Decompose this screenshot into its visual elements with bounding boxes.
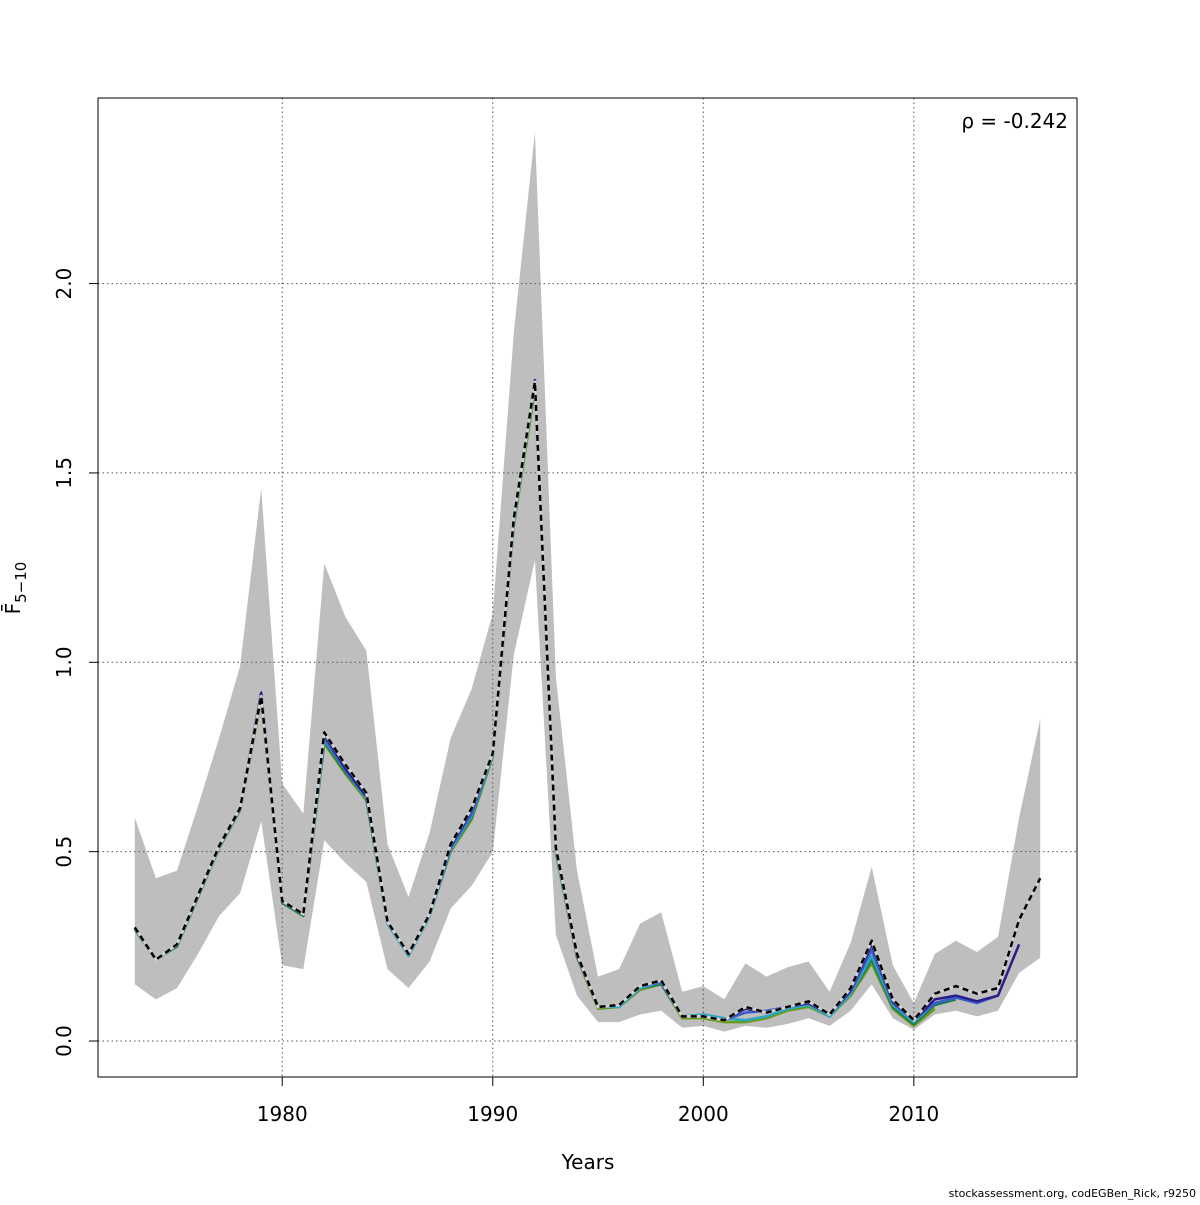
- confidence-band: [134, 132, 1041, 1032]
- x-tick-label: 2010: [888, 1102, 939, 1126]
- footer-credit: stockassessment.org, codEGBen_Rick, r925…: [949, 1187, 1196, 1200]
- x-tick-label: 1980: [257, 1102, 308, 1126]
- rho-annotation: ρ = -0.242: [961, 109, 1068, 133]
- y-tick-label: 1.5: [52, 457, 76, 489]
- x-tick-label: 2000: [678, 1102, 729, 1126]
- y-tick-label: 2.0: [52, 268, 76, 300]
- x-axis-title: Years: [561, 1150, 615, 1174]
- plot-frame: [97, 97, 1078, 1078]
- y-axis-title-subscript: 5−10: [12, 562, 30, 603]
- y-axis-title: F̄5−10: [0, 562, 30, 615]
- base-series-line-underlay: [133, 380, 1042, 1022]
- y-axis-title-main: F̄: [0, 603, 25, 615]
- y-tick-label: 1.0: [52, 646, 76, 678]
- x-tick-label: 1990: [467, 1102, 518, 1126]
- y-tick-label: 0.0: [52, 1025, 76, 1057]
- y-tick-label: 0.5: [52, 836, 76, 868]
